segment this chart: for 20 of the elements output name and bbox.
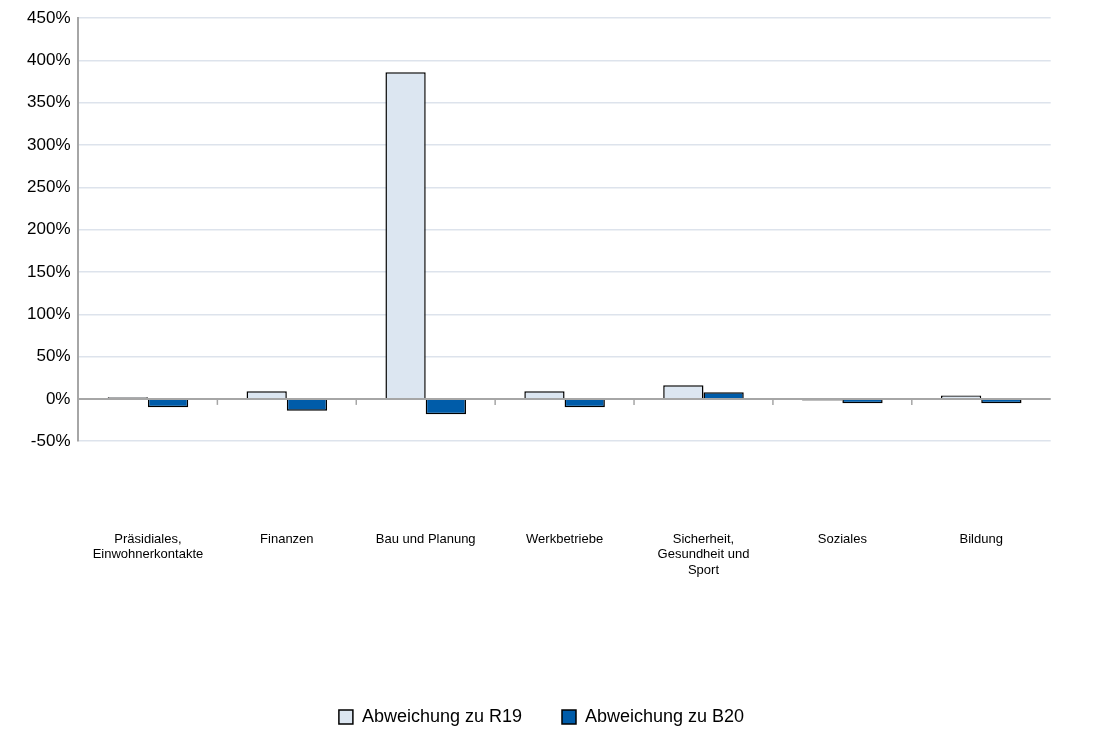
y-tick-label: 450% — [27, 7, 71, 27]
y-tick-label: -50% — [30, 430, 71, 450]
x-tick-label: Präsidiales, Einwohnerkontakte — [92, 530, 204, 562]
x-tick-label: Finanzen — [260, 530, 314, 546]
y-tick-label: 400% — [27, 50, 71, 70]
legend-label: Abweichung zu R19 — [361, 705, 522, 726]
y-tick-label: 100% — [27, 303, 71, 323]
y-tick-label: 50% — [36, 346, 71, 366]
x-tick-label: Bildung — [959, 530, 1003, 546]
y-tick-label: 350% — [27, 92, 71, 112]
legend-label: Abweichung zu B20 — [585, 705, 745, 726]
y-tick-label: 150% — [27, 261, 71, 281]
y-tick-label: 0% — [45, 388, 71, 408]
y-tick-label: 250% — [27, 177, 71, 197]
x-tick-label: Werkbetriebe — [526, 530, 604, 546]
y-tick-label: 300% — [27, 134, 71, 154]
y-tick-label: 200% — [27, 219, 71, 239]
x-tick-label: Soziales — [817, 530, 868, 546]
x-tick-label: Sicherheit, Gesundheit und Sport — [657, 530, 750, 577]
x-tick-label: Bau und Planung — [375, 530, 476, 546]
